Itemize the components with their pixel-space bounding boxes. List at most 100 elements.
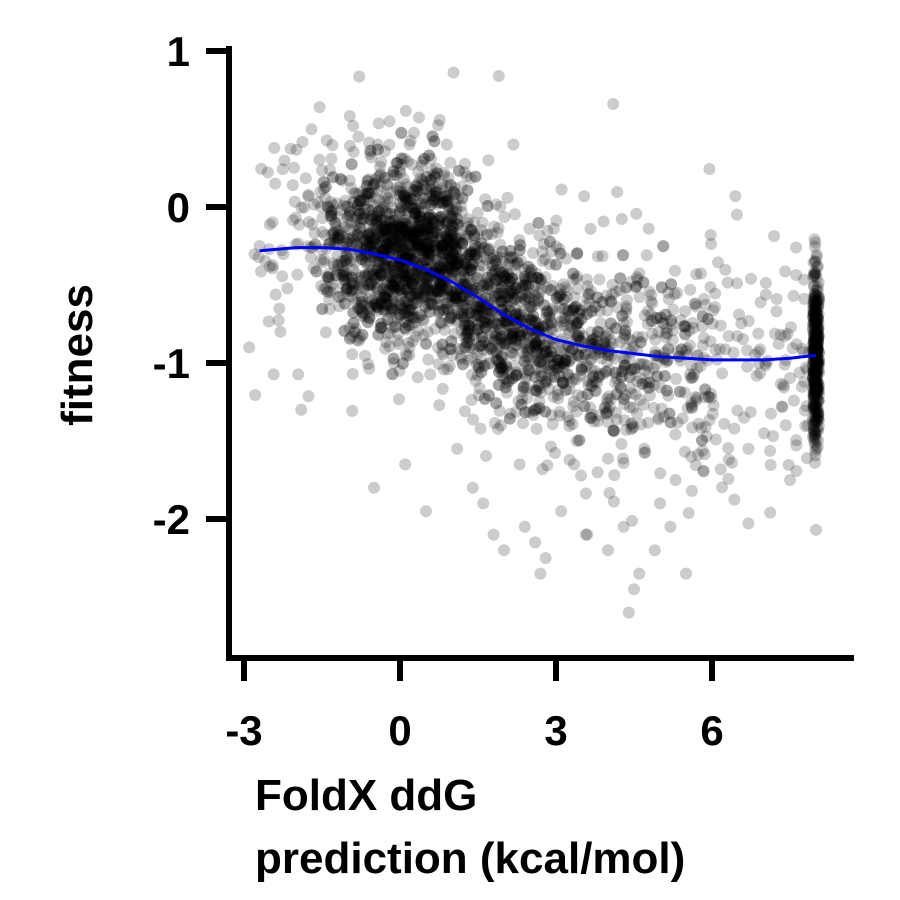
scatter-point bbox=[550, 292, 563, 305]
scatter-point bbox=[343, 110, 356, 123]
scatter-point bbox=[475, 237, 488, 250]
scatter-point bbox=[387, 280, 400, 293]
scatter-point bbox=[647, 401, 660, 414]
scatter-point bbox=[695, 434, 708, 447]
scatter-point bbox=[519, 273, 532, 286]
scatter-point bbox=[810, 364, 823, 377]
scatter-point bbox=[437, 248, 450, 261]
scatter-point bbox=[403, 238, 416, 251]
scatter-point bbox=[539, 345, 552, 358]
scatter-point bbox=[563, 355, 576, 368]
scatter-point bbox=[581, 528, 594, 541]
scatter-point bbox=[809, 358, 822, 371]
scatter-point bbox=[421, 239, 434, 252]
scatter-point bbox=[369, 173, 382, 186]
scatter-point bbox=[603, 400, 616, 413]
scatter-point bbox=[419, 234, 432, 247]
scatter-point bbox=[529, 315, 542, 328]
scatter-point bbox=[624, 423, 637, 436]
scatter-point bbox=[404, 230, 417, 243]
scatter-point bbox=[418, 281, 431, 294]
scatter-point bbox=[625, 387, 638, 400]
scatter-point bbox=[471, 323, 484, 336]
scatter-point bbox=[598, 401, 611, 414]
scatter-point bbox=[461, 184, 474, 197]
scatter-point bbox=[425, 288, 438, 301]
scatter-point bbox=[811, 381, 824, 394]
scatter-point bbox=[808, 367, 821, 380]
scatter-point bbox=[520, 359, 533, 372]
scatter-point bbox=[812, 338, 825, 351]
scatter-point bbox=[810, 388, 823, 401]
scatter-point bbox=[446, 290, 459, 303]
scatter-point bbox=[591, 291, 604, 304]
scatter-point bbox=[365, 186, 378, 199]
scatter-point bbox=[445, 335, 458, 348]
scatter-point bbox=[389, 320, 402, 333]
scatter-point bbox=[499, 381, 512, 394]
scatter-point bbox=[400, 283, 413, 296]
scatter-point bbox=[353, 70, 366, 83]
scatter-point bbox=[563, 419, 576, 432]
scatter-point bbox=[601, 304, 614, 317]
scatter-point bbox=[403, 303, 416, 316]
scatter-point bbox=[449, 230, 462, 243]
scatter-point bbox=[472, 318, 485, 331]
scatter-point bbox=[348, 326, 361, 339]
scatter-point bbox=[583, 296, 596, 309]
scatter-point bbox=[534, 365, 547, 378]
scatter-point bbox=[707, 304, 720, 317]
scatter-point bbox=[423, 208, 436, 221]
scatter-point bbox=[563, 309, 576, 322]
scatter-point bbox=[441, 245, 454, 258]
scatter-point bbox=[399, 301, 412, 314]
scatter-point bbox=[448, 289, 461, 302]
scatter-point bbox=[522, 279, 535, 292]
scatter-point bbox=[766, 430, 779, 443]
scatter-point bbox=[402, 274, 415, 287]
scatter-point bbox=[413, 210, 426, 223]
scatter-point bbox=[491, 273, 504, 286]
scatter-point bbox=[663, 407, 676, 420]
scatter-point bbox=[807, 390, 820, 403]
scatter-point bbox=[363, 278, 376, 291]
scatter-point bbox=[339, 194, 352, 207]
scatter-point bbox=[618, 414, 631, 427]
scatter-point bbox=[505, 284, 518, 297]
scatter-point bbox=[337, 269, 350, 282]
scatter-point bbox=[575, 313, 588, 326]
scatter-point bbox=[417, 329, 430, 342]
scatter-point bbox=[808, 288, 821, 301]
scatter-point bbox=[362, 173, 375, 186]
scatter-point bbox=[379, 220, 392, 233]
scatter-point bbox=[812, 356, 825, 369]
scatter-point bbox=[391, 236, 404, 249]
scatter-point bbox=[809, 410, 822, 423]
scatter-point bbox=[371, 300, 384, 313]
scatter-point bbox=[424, 368, 437, 381]
scatter-point bbox=[807, 322, 820, 335]
scatter-point bbox=[528, 295, 541, 308]
scatter-point bbox=[682, 507, 695, 520]
scatter-point bbox=[779, 419, 792, 432]
scatter-point bbox=[809, 387, 822, 400]
scatter-point bbox=[702, 390, 715, 403]
scatter-point bbox=[391, 156, 404, 169]
scatter-point bbox=[432, 307, 445, 320]
scatter-point bbox=[460, 319, 473, 332]
scatter-point bbox=[705, 237, 718, 250]
scatter-point bbox=[445, 229, 458, 242]
scatter-point bbox=[456, 297, 469, 310]
scatter-point bbox=[389, 320, 402, 333]
scatter-point bbox=[418, 224, 431, 237]
scatter-point bbox=[432, 196, 445, 209]
scatter-point bbox=[602, 416, 615, 429]
scatter-point bbox=[281, 282, 294, 295]
scatter-point bbox=[401, 155, 414, 168]
scatter-point bbox=[371, 215, 384, 228]
scatter-point bbox=[596, 296, 609, 309]
scatter-point bbox=[481, 271, 494, 284]
scatter-point bbox=[430, 184, 443, 197]
scatter-point bbox=[500, 386, 513, 399]
scatter-point bbox=[491, 328, 504, 341]
